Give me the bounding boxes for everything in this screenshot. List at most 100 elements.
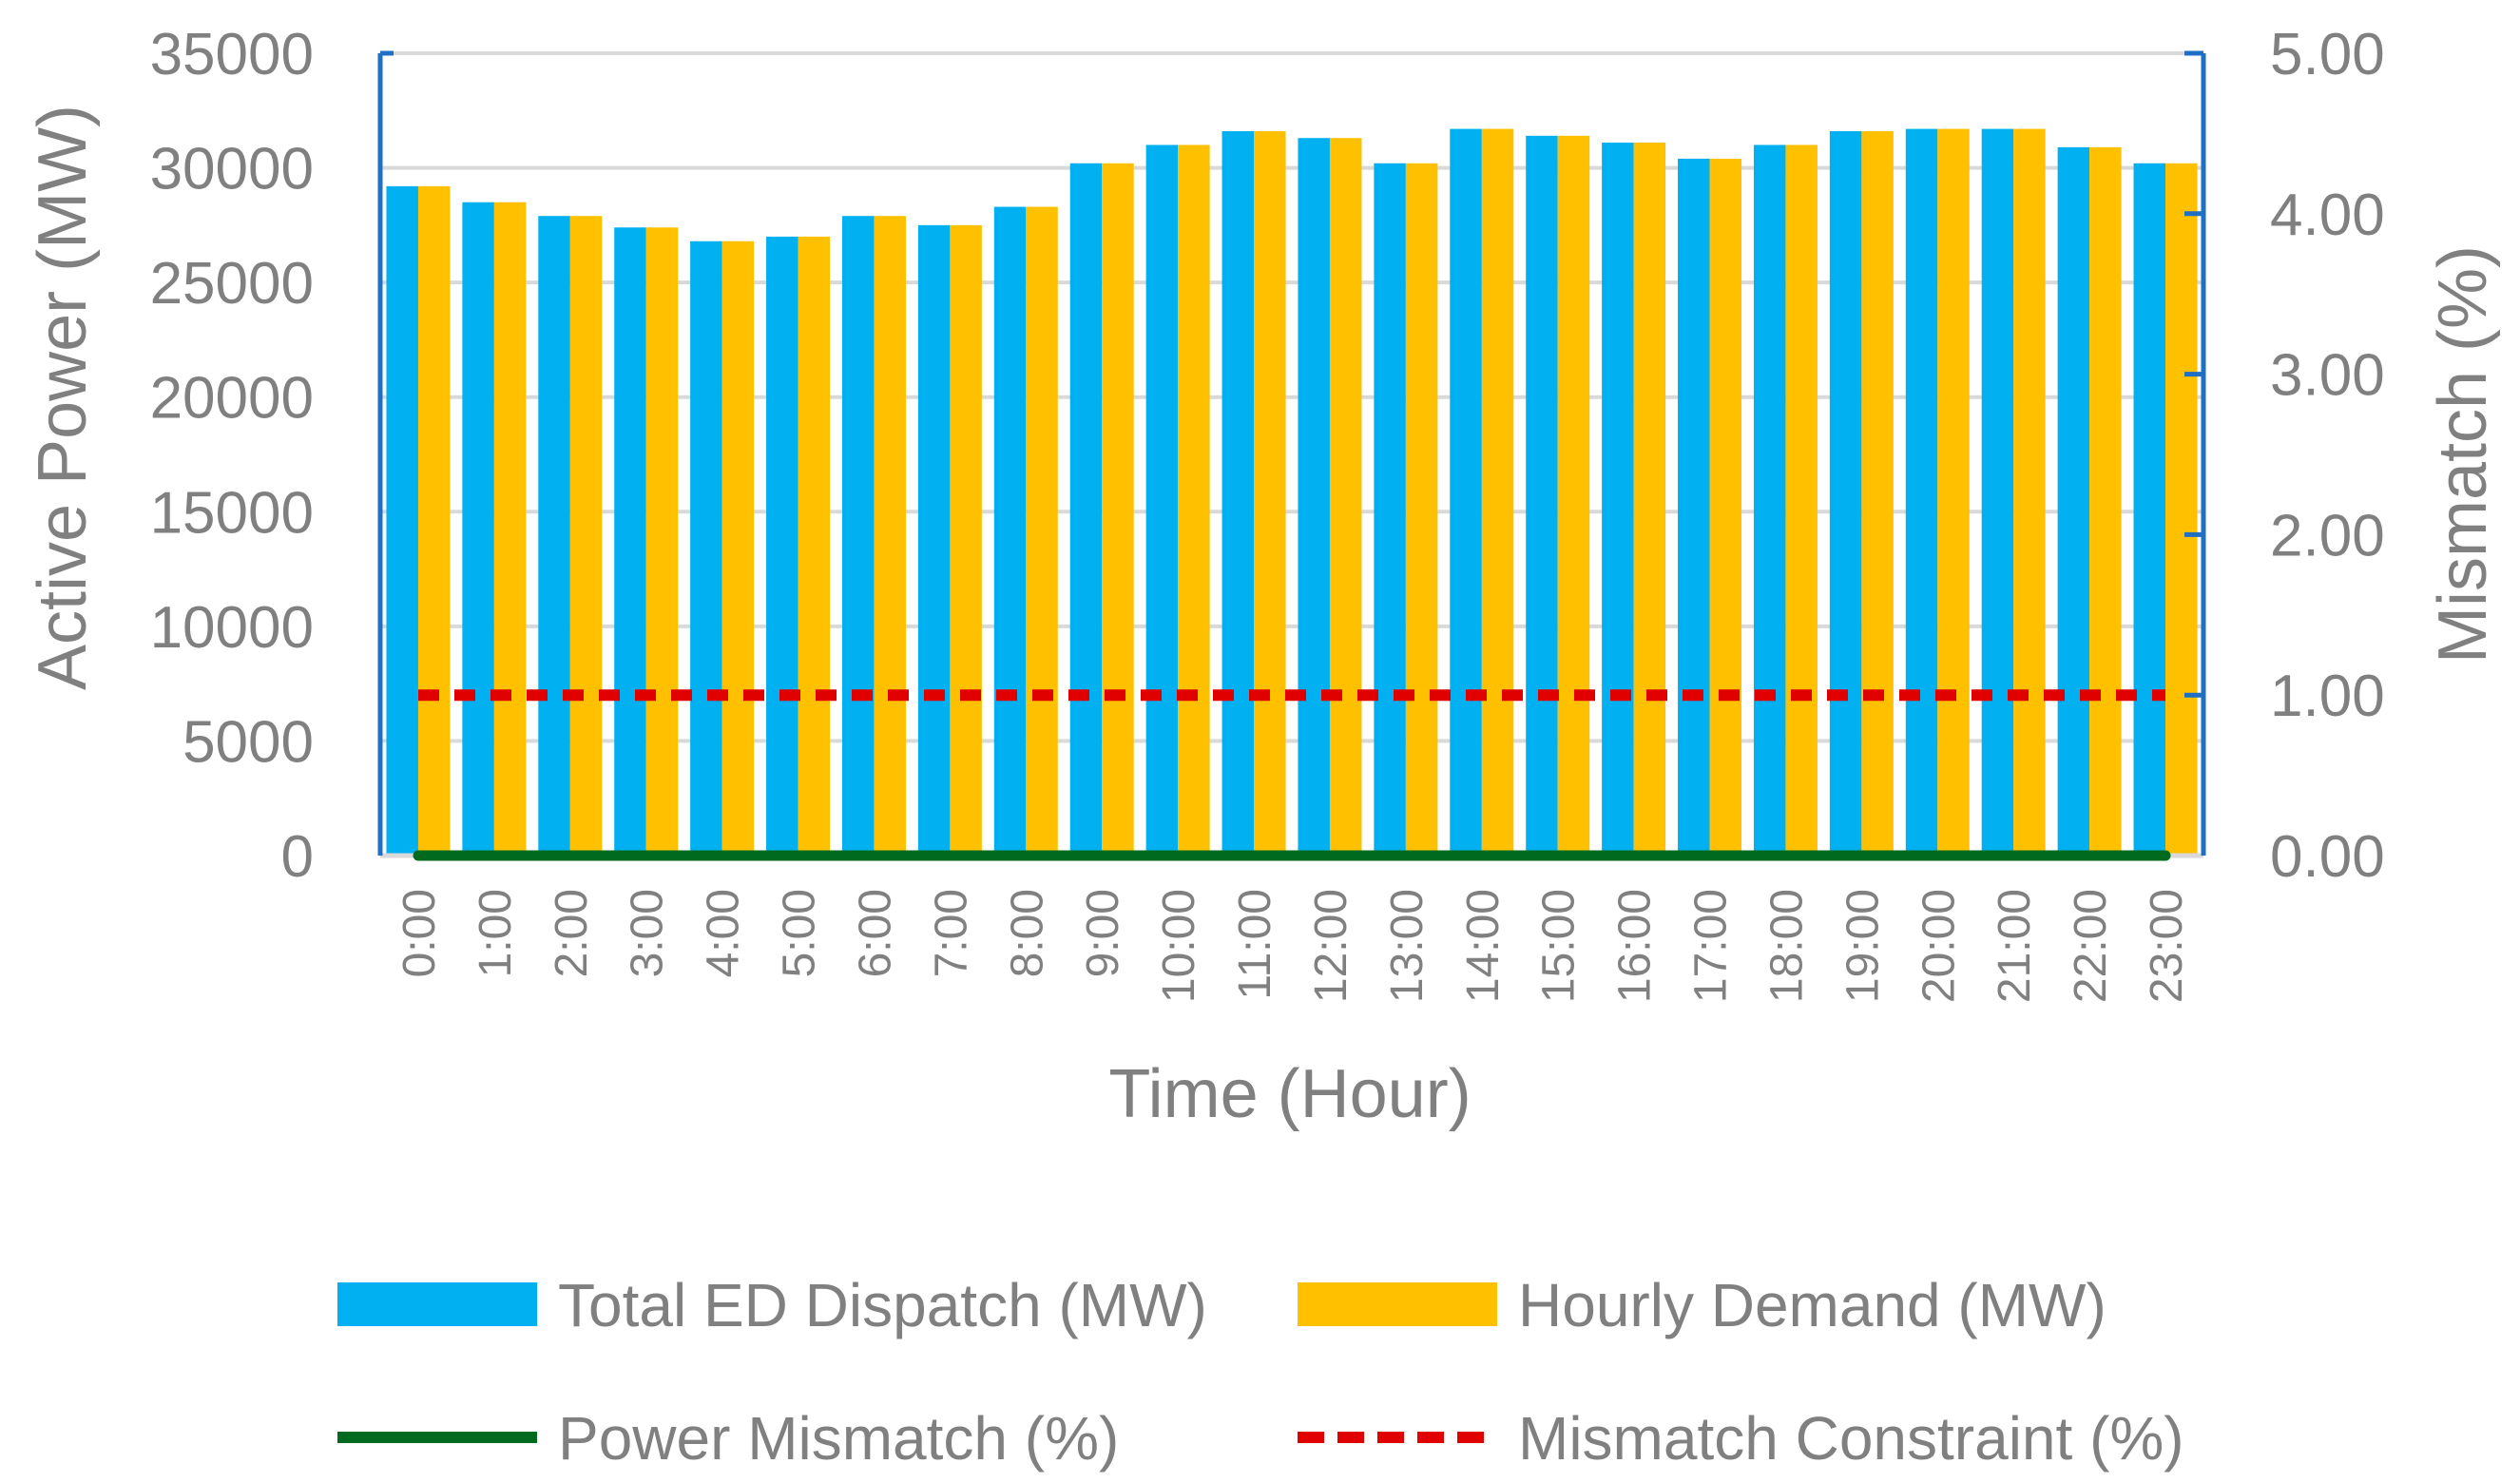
y-left-tick-label: 10000 [150, 595, 314, 661]
bar-dispatch [1222, 130, 1255, 856]
tick-labels: 0 5000 10000 15000 20000 25000 30000 35000 0.00 1… [150, 22, 2385, 1003]
y-left-tick-label: 35000 [150, 22, 314, 87]
bar-demand [1785, 144, 1818, 856]
bar-dispatch [1981, 128, 2014, 856]
x-tick-label: 7:00 [926, 889, 976, 977]
bar-demand [798, 236, 831, 856]
y-axis-right-title: Mismatch (%) [2425, 245, 2501, 664]
bar-demand [1481, 128, 1514, 856]
x-tick-label: 2:00 [547, 889, 597, 977]
x-tick-label: 16:00 [1610, 889, 1661, 1003]
y-left-tick-label: 30000 [150, 137, 314, 202]
bar-dispatch [1145, 144, 1179, 856]
x-tick-label: 18:00 [1762, 889, 1813, 1003]
bars [386, 128, 2198, 857]
bar-dispatch [386, 185, 418, 856]
x-tick-label: 14:00 [1458, 889, 1509, 1003]
bar-dispatch [614, 227, 646, 857]
bar-demand [874, 216, 906, 856]
bar-demand [1026, 206, 1058, 856]
bar-demand [1937, 128, 1970, 856]
x-tick-label: 6:00 [851, 889, 901, 977]
x-tick-label: 21:00 [1990, 889, 2040, 1003]
x-axis-title: Time (Hour) [1108, 1056, 1471, 1132]
y-axis-left-title: Active Power (MW) [25, 105, 101, 690]
bar-dispatch [2057, 146, 2090, 856]
bar-demand [1102, 163, 1134, 857]
y-left-tick-label: 5000 [183, 709, 314, 775]
x-tick-label: 4:00 [699, 889, 749, 977]
legend-label-demand: Hourly Demand (MW) [1518, 1271, 2106, 1339]
x-tick-label: 8:00 [1002, 889, 1052, 977]
bar-dispatch [917, 224, 951, 856]
y-left-tick-label: 15000 [150, 480, 314, 546]
y-right-tick-label: 5.00 [2270, 22, 2385, 87]
x-tick-label: 10:00 [1154, 889, 1204, 1003]
y-right-tick-label: 1.00 [2270, 664, 2385, 729]
bar-demand [1861, 130, 1894, 856]
legend-label-power-mismatch: Power Mismatch (%) [558, 1404, 1119, 1473]
bar-demand [417, 185, 451, 856]
x-tick-label: 11:00 [1230, 889, 1280, 1000]
y-right-tick-label: 3.00 [2270, 343, 2385, 409]
bar-dispatch [1905, 128, 1938, 856]
bar-demand [950, 224, 982, 856]
bar-dispatch [766, 236, 798, 856]
bar-demand [1178, 144, 1210, 856]
bar-dispatch [1526, 135, 1558, 857]
bar-dispatch [1829, 130, 1862, 856]
x-tick-label: 3:00 [623, 889, 673, 977]
legend-swatch-dispatch [337, 1282, 537, 1326]
x-tick-label: 22:00 [2066, 889, 2116, 1003]
bar-dispatch [1602, 143, 1634, 856]
bar-dispatch [1450, 128, 1482, 856]
x-tick-label: 23:00 [2142, 889, 2192, 1003]
legend-label-mismatch-constraint: Mismatch Constraint (%) [1518, 1404, 2184, 1473]
bar-dispatch [2133, 163, 2166, 857]
y-right-tick-label: 2.00 [2270, 503, 2385, 568]
x-tick-label: 1:00 [471, 889, 521, 977]
bar-demand [1633, 143, 1666, 856]
bar-demand [2089, 146, 2122, 856]
bar-demand [1329, 138, 1362, 857]
bar-demand [493, 202, 527, 856]
y-left-tick-label: 0 [281, 824, 314, 890]
x-tick-label: 0:00 [394, 889, 445, 977]
bar-demand [1709, 158, 1742, 856]
bar-dispatch [1069, 163, 1103, 857]
bar-dispatch [1298, 138, 1330, 857]
legend-swatch-demand [1298, 1282, 1497, 1326]
x-tick-label: 9:00 [1078, 889, 1128, 977]
series-lines [413, 689, 2171, 861]
bar-demand [1557, 135, 1590, 857]
bar-demand [569, 216, 603, 856]
x-tick-label: 17:00 [1686, 889, 1737, 1003]
bar-dispatch [538, 216, 570, 856]
y-right-tick-label: 0.00 [2270, 824, 2385, 890]
bar-demand [1405, 163, 1438, 857]
bar-dispatch [1753, 144, 1786, 856]
legend: Total ED Dispatch (MW) Hourly Demand (MW… [337, 1271, 2184, 1473]
bar-dispatch [841, 216, 875, 856]
x-tick-label: 13:00 [1382, 889, 1433, 1003]
legend-label-dispatch: Total ED Dispatch (MW) [558, 1271, 1207, 1339]
gridlines [380, 51, 2203, 857]
bar-dispatch [993, 206, 1027, 856]
y-left-tick-label: 25000 [150, 251, 314, 317]
bar-dispatch [1678, 158, 1710, 856]
bar-demand [645, 227, 679, 857]
bar-dispatch [690, 241, 722, 857]
bar-demand [2013, 128, 2046, 856]
y-right-tick-label: 4.00 [2270, 183, 2385, 248]
bar-dispatch [462, 202, 494, 856]
x-tick-label: 12:00 [1306, 889, 1356, 1003]
x-tick-label: 5:00 [775, 889, 825, 977]
x-tick-label: 20:00 [1914, 889, 1964, 1003]
x-tick-label: 15:00 [1534, 889, 1585, 1003]
bar-demand [1254, 130, 1286, 856]
bar-demand [721, 241, 755, 857]
x-tick-label: 19:00 [1837, 889, 1888, 1003]
bar-demand [2165, 163, 2198, 857]
